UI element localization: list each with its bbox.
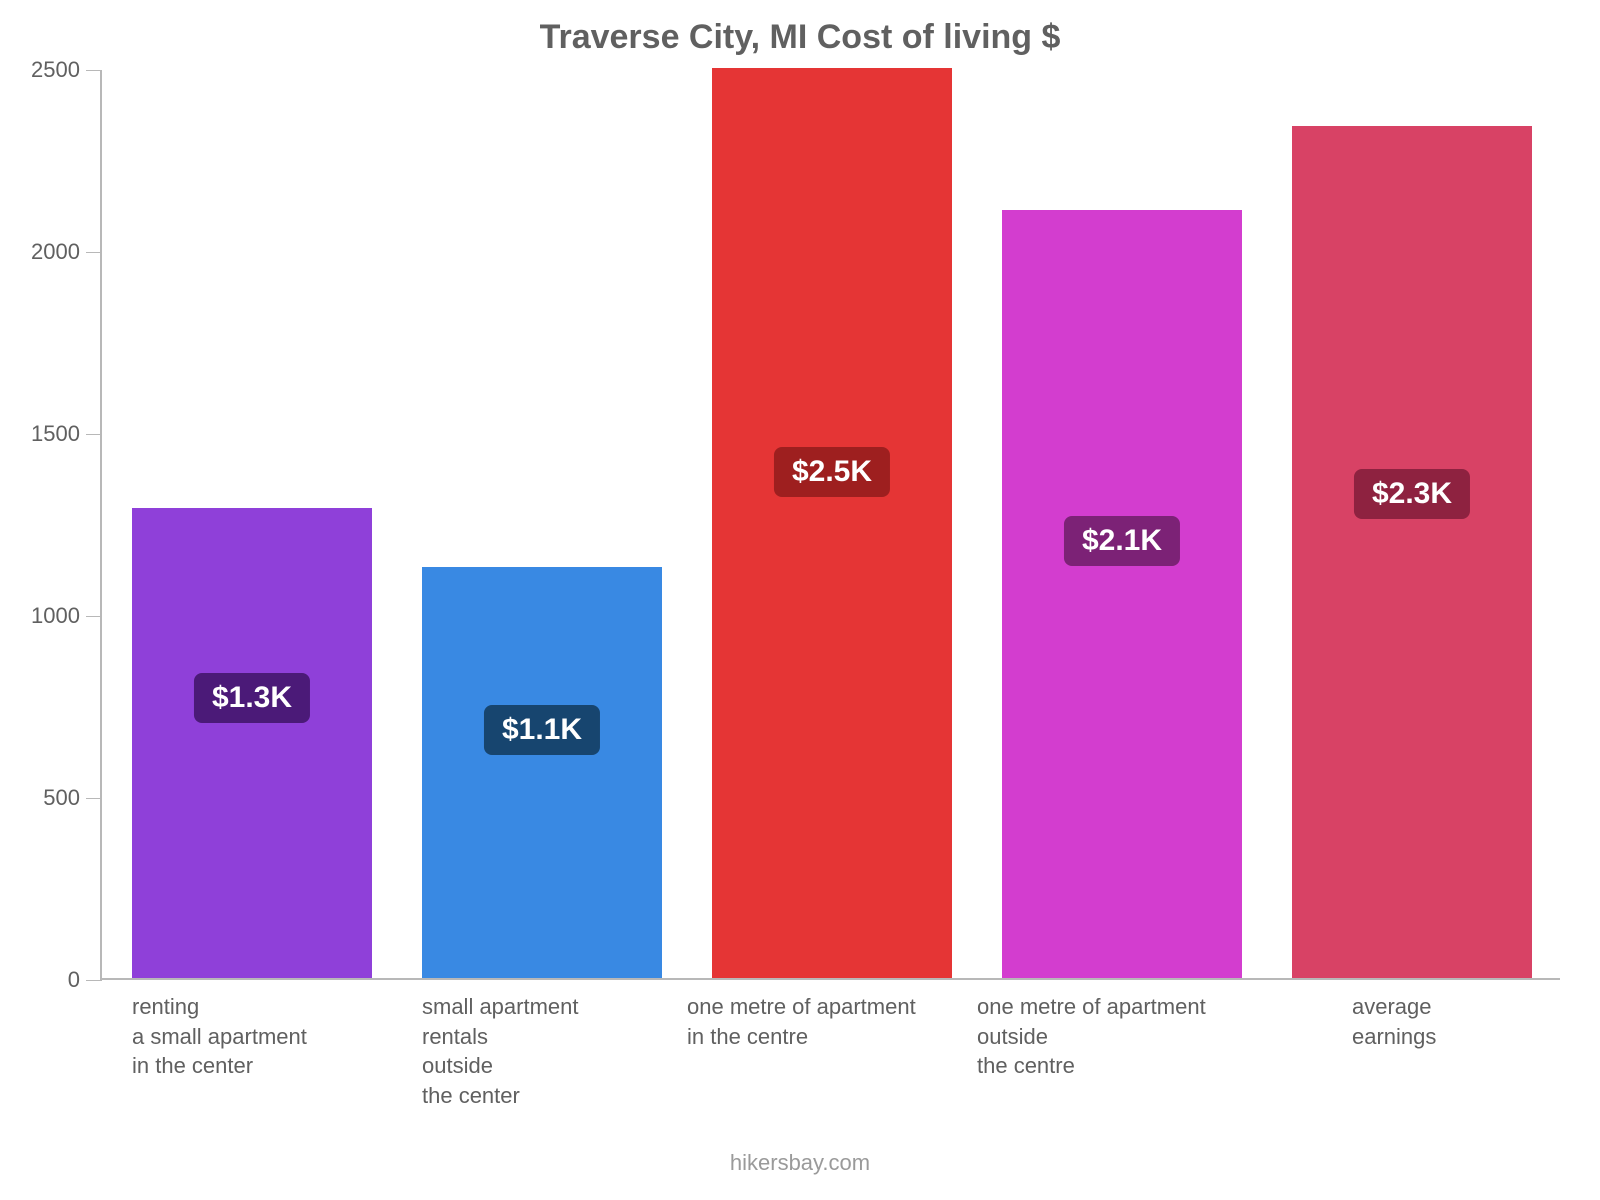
y-tick	[86, 252, 102, 253]
chart-title: Traverse City, MI Cost of living $	[0, 18, 1600, 57]
category-label: one metre of apartment in the centre	[687, 992, 916, 1051]
bar-value-badge: $1.1K	[484, 705, 600, 755]
y-tick	[86, 980, 102, 981]
bar-value-badge: $2.3K	[1354, 469, 1470, 519]
y-tick-label: 0	[68, 967, 80, 993]
y-tick	[86, 616, 102, 617]
category-label: average earnings	[1352, 992, 1436, 1051]
bar-value-badge: $2.1K	[1064, 516, 1180, 566]
bar	[1292, 126, 1532, 978]
bar	[712, 68, 952, 978]
bar	[422, 567, 662, 978]
y-tick	[86, 434, 102, 435]
bar-value-badge: $2.5K	[774, 447, 890, 497]
chart-footer: hikersbay.com	[0, 1150, 1600, 1176]
y-tick-label: 1500	[31, 421, 80, 447]
category-label: small apartment rentals outside the cent…	[422, 992, 579, 1111]
y-tick-label: 2000	[31, 239, 80, 265]
category-label: renting a small apartment in the center	[132, 992, 307, 1081]
bar	[132, 508, 372, 978]
category-label: one metre of apartment outside the centr…	[977, 992, 1206, 1081]
y-tick-label: 500	[43, 785, 80, 811]
cost-of-living-chart: Traverse City, MI Cost of living $ 05001…	[0, 0, 1600, 1200]
bar	[1002, 210, 1242, 978]
y-tick	[86, 70, 102, 71]
y-tick-label: 1000	[31, 603, 80, 629]
bar-value-badge: $1.3K	[194, 673, 310, 723]
y-tick-label: 2500	[31, 57, 80, 83]
y-tick	[86, 798, 102, 799]
plot-area: 05001000150020002500$1.3Krenting a small…	[100, 70, 1560, 980]
